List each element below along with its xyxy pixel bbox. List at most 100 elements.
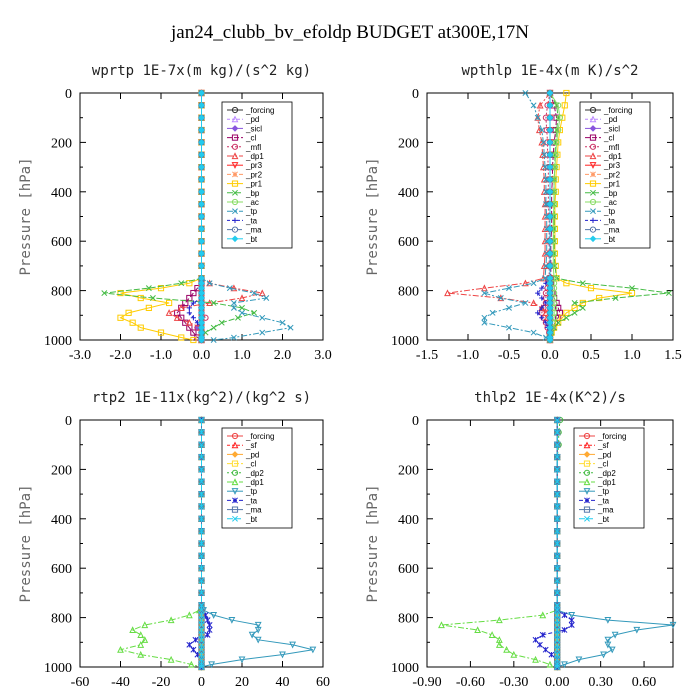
data-point [198,661,205,668]
panel-4: thlp2 1E-4x(K^2)/s Pressure [hPa] 0 200 400 6… [365,390,677,690]
legend-marker [231,441,239,449]
legend-marker [584,515,590,522]
legend-marker [231,125,239,132]
data-point [554,664,561,670]
data-point [145,304,152,311]
data-point [190,300,196,306]
data-point [198,176,205,183]
legend-marker [231,115,239,123]
data-point [546,163,554,171]
data-point [173,314,181,321]
data-point [210,324,217,331]
data-point [571,309,578,316]
data-point [185,318,193,326]
y-axis-label: Pressure [hPa] [365,157,381,275]
legend-marker [231,162,239,169]
legend-label: _pr1 [603,180,621,189]
x-tick-label: -1.5 [416,348,438,363]
data-point [548,651,555,658]
data-point [510,650,518,658]
data-point [198,163,205,171]
data-point [554,515,561,522]
data-point [563,309,570,316]
data-point [554,552,561,559]
data-point [489,309,496,316]
legend-label: _sf [245,441,257,450]
data-point [554,540,561,547]
legend-marker [231,152,239,160]
data-point [198,515,205,522]
legend-label: _dp1 [245,152,264,161]
data-point [554,577,561,584]
legend-label: _dp1 [597,478,616,487]
legend-marker [232,497,238,504]
data-point [534,114,541,121]
data-point [540,139,547,146]
x-tick-label: -1.0 [150,348,172,363]
data-point [546,213,554,220]
legend-label: _ma [245,506,262,515]
y-tick-label: 0 [412,87,419,102]
data-point [186,641,193,648]
data-point [190,329,197,336]
data-point [198,336,205,344]
legend-marker [231,134,239,141]
series-line [549,92,669,340]
data-point [554,466,561,473]
panel-3: rtp2 1E-11x(kg^2)/(kg^2 s) Pressure [hPa]… [18,390,330,690]
data-point [538,127,545,134]
y-tick-label: 0 [65,414,72,429]
legend-label: _cl [603,134,614,143]
data-point [178,334,185,341]
data-point [587,285,595,292]
data-point [546,139,554,146]
series-ta [532,417,575,670]
data-point [259,329,266,336]
y-tick-label: 400 [398,513,419,528]
data-point [561,661,568,669]
y-tick-label: 400 [398,186,419,201]
x-tick-label: 1.0 [233,348,251,363]
series-line [441,420,558,668]
legend-label: _ta [245,496,258,505]
data-point [279,319,286,326]
data-point [554,441,561,448]
legend-label: _ma [597,506,614,515]
data-point [218,319,225,326]
data-point [230,299,237,306]
data-point [141,636,149,643]
data-point [198,478,205,485]
data-point [541,151,548,158]
data-point [481,319,488,326]
data-point [137,631,145,638]
data-point [198,491,205,498]
panel-title: thlp2 1E-4x(K^2)/s [474,390,626,406]
data-point [474,626,482,634]
series-bt [198,89,205,344]
data-point [129,626,137,634]
legend-label: _sicl [245,124,262,133]
legend-marker [583,478,591,486]
data-point [198,114,205,122]
data-point [190,315,196,321]
data-point [198,200,205,208]
data-point [579,304,586,311]
data-point [198,540,205,547]
data-point [539,295,545,301]
y-tick-label: 200 [51,463,72,478]
series-line [534,420,573,667]
x-tick-label: 1.0 [623,348,641,363]
legend-marker [583,432,591,440]
data-point [289,641,297,649]
data-point [101,290,108,297]
series-bt [554,417,561,670]
data-point [611,631,619,639]
data-point [522,90,529,96]
legend-marker [590,189,596,196]
legend-label: _tp [245,207,258,216]
data-point [546,262,554,270]
x-tick-label: -2.0 [109,348,131,363]
legend-marker [231,451,239,458]
legend-marker [589,134,597,141]
data-point [575,656,583,664]
